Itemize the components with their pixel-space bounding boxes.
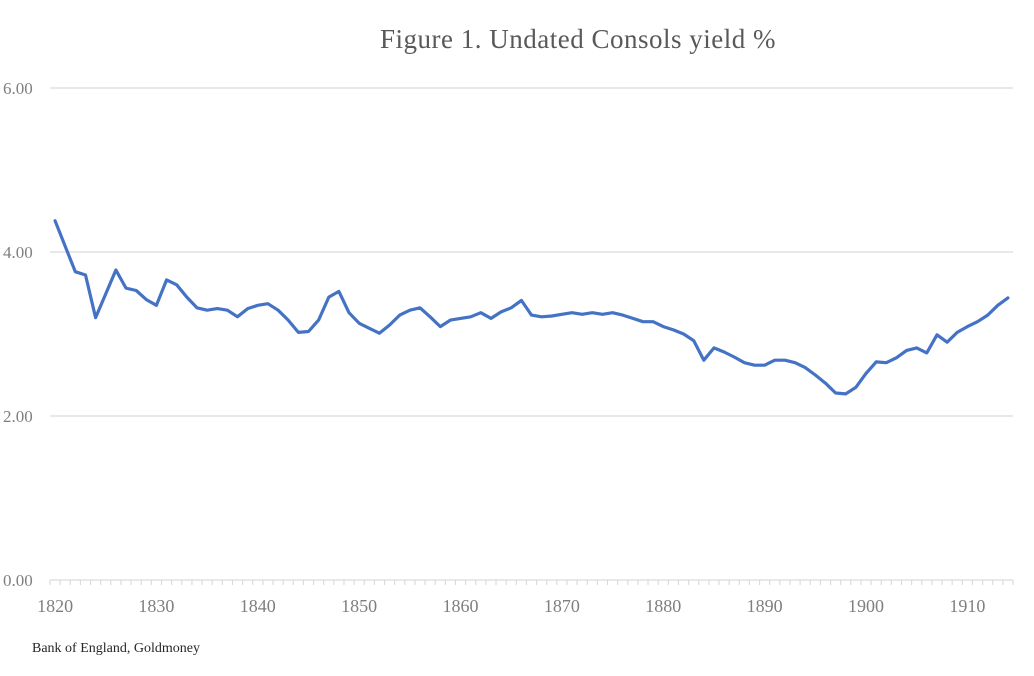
y-axis-label: 4.00 — [3, 243, 33, 262]
x-axis-label: 1890 — [747, 596, 783, 616]
y-axis-label: 2.00 — [3, 407, 33, 426]
x-axis-label: 1830 — [138, 596, 174, 616]
yield-line-series — [53, 219, 1010, 396]
y-axis-label: 0.00 — [3, 571, 33, 590]
x-axis-label: 1850 — [341, 596, 377, 616]
x-axis-label: 1870 — [544, 596, 580, 616]
x-axis-label: 1860 — [443, 596, 479, 616]
x-axis-label: 1820 — [37, 596, 73, 616]
source-note: Bank of England, Goldmoney — [32, 641, 200, 656]
chart-title: Figure 1. Undated Consols yield % — [380, 24, 776, 54]
x-axis-label: 1880 — [645, 596, 681, 616]
x-axis-label: 1910 — [949, 596, 985, 616]
x-axis-label: 1900 — [848, 596, 884, 616]
y-axis-label: 6.00 — [3, 79, 33, 98]
x-axis-label: 1840 — [240, 596, 276, 616]
